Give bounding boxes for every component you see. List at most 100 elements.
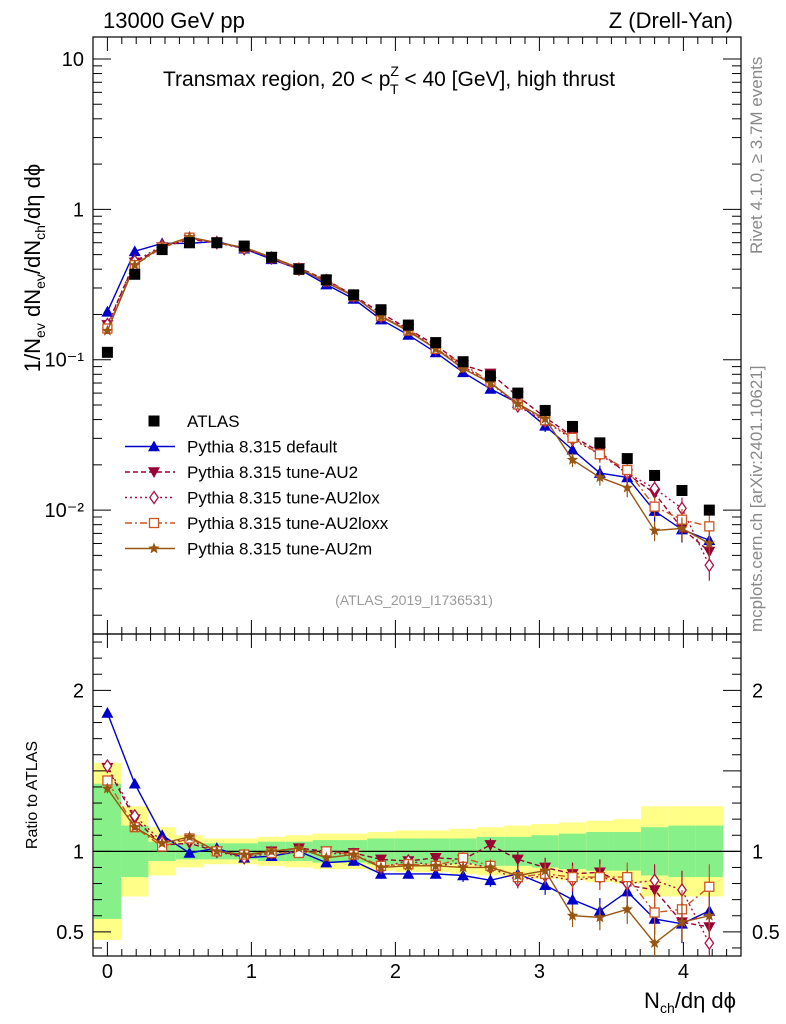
main-series-point <box>430 342 442 354</box>
ratio-series-point <box>101 706 114 718</box>
data-point <box>238 240 250 252</box>
ratio-series-point <box>457 861 469 873</box>
ratio-series-point <box>375 854 387 866</box>
ratio-series-point <box>102 758 113 774</box>
ratio-series-line <box>106 712 710 925</box>
main-series-point <box>649 501 660 512</box>
ratio-tick-label-right: 0.5 <box>752 922 780 944</box>
ratio-tick-label-left: 1 <box>73 841 84 863</box>
ratio-series-point <box>484 861 497 873</box>
ratio-tick-label-left: 2 <box>73 680 84 702</box>
ratio-series-point <box>648 937 661 948</box>
main-series-point <box>183 231 196 242</box>
ratio-series-4 <box>101 782 715 956</box>
ratio-series-point <box>594 911 606 923</box>
data-point <box>348 289 360 301</box>
data-point <box>594 437 606 449</box>
title-sup: Z <box>390 63 399 79</box>
legend-label: Pythia 8.315 default <box>187 438 338 457</box>
x-tick-label: 2 <box>390 961 401 983</box>
legend-marker <box>149 490 159 505</box>
legend-marker <box>148 542 160 554</box>
ratio-series-point <box>238 848 250 860</box>
ratio-series-point <box>622 871 633 883</box>
x-tick-label: 4 <box>678 961 689 983</box>
ratio-series-point <box>676 916 688 927</box>
ratio-series-point <box>430 859 442 871</box>
ratio-series-point <box>183 846 196 858</box>
ratio-series-point <box>594 871 606 883</box>
x-tick-label: 3 <box>534 961 545 983</box>
ratio-series-point <box>375 861 387 873</box>
ratio-series-point <box>429 852 442 864</box>
main-series-point <box>375 310 387 322</box>
ratio-series-point <box>101 782 114 794</box>
ratio-series-point <box>566 893 579 905</box>
legend-label: Pythia 8.315 tune-AU2loxx <box>187 514 389 533</box>
data-point <box>649 469 661 481</box>
ratio-series-point <box>457 852 469 863</box>
y-tick-label: 1 <box>73 199 84 221</box>
ratio-series-point <box>156 837 168 849</box>
legend: ATLAS Pythia 8.315 default Pythia 8.315 tu… <box>125 412 389 559</box>
ratio-series-point <box>484 840 497 851</box>
y-tick-label: 10⁻¹ <box>45 350 85 372</box>
ratio-series-point <box>128 777 141 789</box>
ratio-series-point <box>512 869 524 881</box>
ratio-series-point <box>211 845 223 857</box>
main-series-4 <box>101 231 715 559</box>
legend-marker <box>148 517 160 529</box>
ratio-plot-series <box>101 706 716 956</box>
main-series-line <box>106 238 710 553</box>
y-tick-label: 10⁻² <box>45 500 85 522</box>
ratio-series-point <box>402 867 415 879</box>
main-series-point <box>539 412 551 424</box>
main-series-point <box>594 471 606 483</box>
ratio-series-point <box>320 856 333 868</box>
data-point <box>621 453 633 465</box>
data-point <box>430 337 442 349</box>
x-tick-label: 0 <box>102 961 113 983</box>
ratio-series-point <box>265 845 278 857</box>
data-point <box>703 504 715 516</box>
ratio-frame <box>92 633 742 957</box>
ratio-series-point <box>402 859 415 871</box>
axis-tick-labels: 0 1 2 3 4 10 1 10⁻¹ 10⁻² 2 2 1 1 0.5 0.5 <box>45 49 780 983</box>
mcplots-credit: mcplots.cern.ch [arXiv:2401.10621] <box>747 366 766 632</box>
main-series-point <box>101 305 114 317</box>
main-series-point <box>703 537 715 549</box>
legend-marker <box>148 440 160 452</box>
legend-marker <box>148 467 160 478</box>
y-tick-label: 10 <box>62 49 84 71</box>
ratio-series-point <box>649 907 660 918</box>
main-series-point <box>676 522 688 534</box>
data-point <box>211 237 223 249</box>
main-series-point <box>704 558 715 573</box>
ratio-tick-label-right: 2 <box>752 680 763 702</box>
ratio-series-point <box>320 851 332 863</box>
data-point <box>539 404 551 416</box>
ratio-series-point <box>129 821 141 833</box>
ratio-series-point <box>457 869 470 881</box>
data-point <box>676 485 688 497</box>
ratio-series-point <box>293 842 305 853</box>
main-series-point <box>622 464 633 476</box>
ratio-series-point <box>621 903 633 915</box>
ratio-series-point <box>347 848 360 860</box>
data-point <box>129 268 141 280</box>
main-series-point <box>566 453 579 465</box>
ratio-series-point <box>567 871 578 883</box>
ratio-series-point <box>539 864 551 876</box>
main-series-point <box>457 362 469 374</box>
main-series-point <box>648 524 661 536</box>
data-point <box>457 356 469 368</box>
legend-marker-atlas <box>148 415 160 427</box>
axis-ticks <box>92 37 742 956</box>
data-point <box>183 237 195 249</box>
ratio-series-point <box>484 874 497 886</box>
data-point <box>375 304 387 316</box>
plot-title: Transmax region, 20 < pZ T < 40 [GeV], hi… <box>163 63 615 97</box>
data-point <box>484 370 496 382</box>
ratio-series-point <box>183 830 196 842</box>
